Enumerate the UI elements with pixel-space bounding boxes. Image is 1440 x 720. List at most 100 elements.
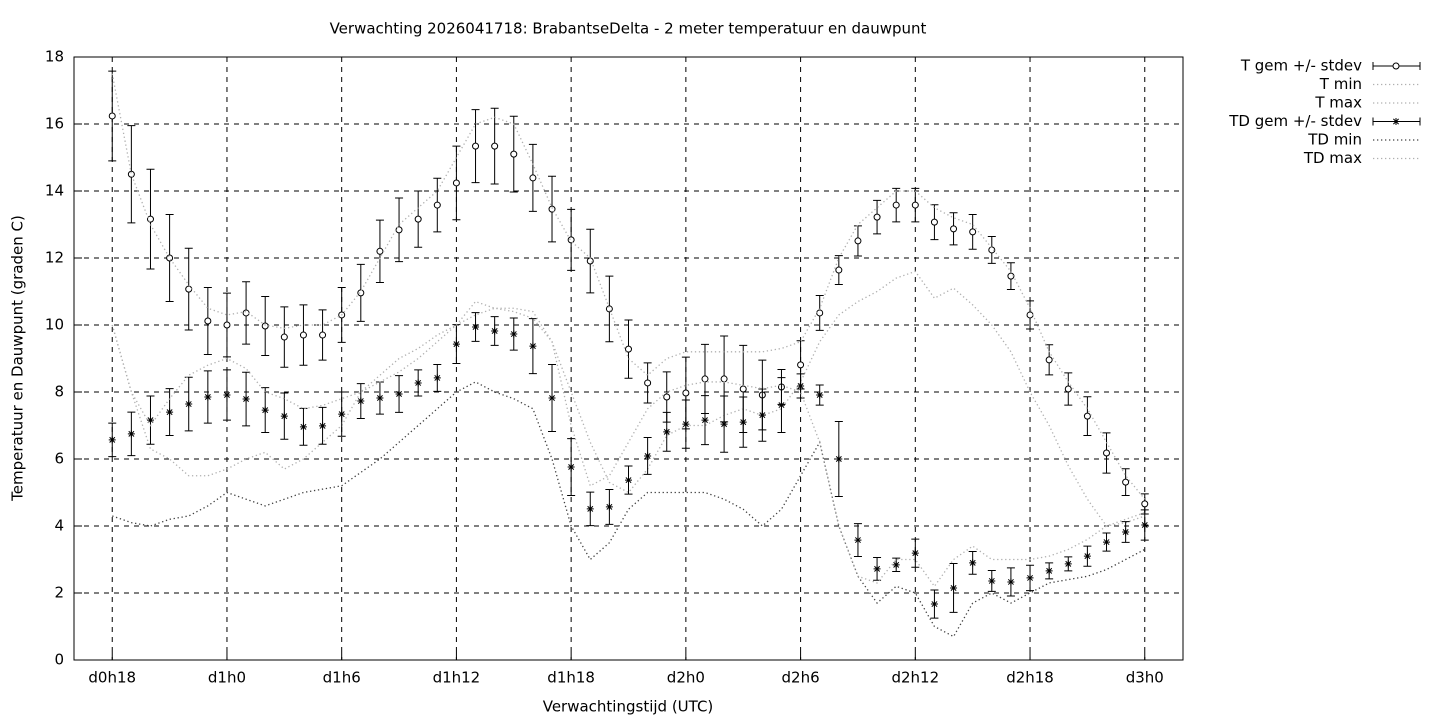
marker <box>777 401 785 409</box>
marker <box>1045 567 1053 575</box>
marker <box>433 374 441 382</box>
y-axis-label: Temperatuur en Dauwpunt (graden C) <box>9 215 27 502</box>
marker <box>185 285 193 293</box>
marker <box>452 179 460 187</box>
marker <box>108 112 116 120</box>
marker <box>548 394 556 402</box>
marker <box>1064 385 1072 393</box>
marker <box>414 215 422 223</box>
legend-marker <box>1392 62 1400 70</box>
marker <box>567 463 575 471</box>
marker <box>376 394 384 402</box>
marker <box>739 418 747 426</box>
marker <box>223 321 231 329</box>
marker <box>357 289 365 297</box>
marker <box>166 254 174 262</box>
marker <box>625 476 632 484</box>
legend-label: T max <box>1314 94 1362 112</box>
x-tick-label: d3h0 <box>1126 669 1164 687</box>
marker <box>663 393 671 401</box>
plot-border <box>73 56 1184 661</box>
marker <box>816 391 824 399</box>
y-tick-label: 10 <box>45 316 64 334</box>
x-tick-label: d1h18 <box>547 669 595 687</box>
marker <box>185 400 193 408</box>
marker <box>892 201 900 209</box>
legend-label: T min <box>1319 75 1362 93</box>
marker <box>242 395 250 403</box>
marker <box>567 236 575 244</box>
x-tick-label: d2h0 <box>667 669 705 687</box>
marker <box>395 390 403 398</box>
marker <box>701 375 709 383</box>
marker <box>644 452 652 460</box>
marker <box>357 397 365 405</box>
marker <box>720 375 728 383</box>
marker <box>280 333 288 341</box>
marker <box>758 411 766 419</box>
marker <box>146 215 154 223</box>
marker <box>529 174 537 182</box>
marker <box>452 340 460 348</box>
marker <box>625 345 632 353</box>
marker <box>701 416 709 424</box>
marker <box>299 423 307 431</box>
marker <box>1026 574 1034 582</box>
marker <box>319 331 327 339</box>
marker <box>548 205 556 213</box>
marker <box>835 266 843 274</box>
marker <box>491 142 499 150</box>
marker <box>280 412 288 420</box>
x-tick-label: d0h18 <box>88 669 136 687</box>
y-tick-label: 16 <box>45 115 64 133</box>
marker <box>127 170 135 178</box>
marker <box>166 408 174 416</box>
marker <box>510 150 518 158</box>
chart-title: Verwachting 2026041718: BrabantseDelta -… <box>330 20 927 38</box>
marker <box>969 559 977 567</box>
marker <box>1026 311 1034 319</box>
line <box>111 73 1146 500</box>
y-tick-label: 2 <box>54 584 64 602</box>
y-tick-label: 8 <box>54 383 64 401</box>
marker <box>605 503 613 511</box>
marker <box>950 225 958 233</box>
marker <box>510 330 518 338</box>
marker <box>682 389 690 397</box>
marker <box>261 406 269 414</box>
y-tick-label: 6 <box>54 450 64 468</box>
marker <box>472 142 480 150</box>
marker <box>644 379 652 387</box>
y-tick-label: 14 <box>45 182 64 200</box>
marker <box>338 410 346 418</box>
marker <box>1141 500 1149 508</box>
marker <box>720 420 728 428</box>
marker <box>242 309 250 317</box>
marker <box>1083 552 1091 560</box>
marker <box>1122 478 1130 486</box>
marker <box>1103 538 1111 546</box>
marker <box>988 577 996 585</box>
x-tick-label: d1h12 <box>433 669 481 687</box>
y-tick-label: 18 <box>45 48 64 66</box>
marker <box>204 317 212 325</box>
marker <box>930 218 938 226</box>
marker <box>1122 528 1130 536</box>
marker <box>1141 521 1149 529</box>
marker <box>414 379 422 387</box>
y-tick-label: 4 <box>54 517 64 535</box>
legend-label: TD min <box>1307 131 1362 149</box>
marker <box>892 561 900 569</box>
marker <box>911 549 919 557</box>
marker <box>261 322 269 330</box>
y-tick-label: 0 <box>54 651 64 669</box>
marker <box>911 201 919 209</box>
marker <box>1045 356 1053 364</box>
marker <box>873 213 881 221</box>
x-tick-label: d1h0 <box>208 669 246 687</box>
marker <box>529 342 537 350</box>
marker <box>797 361 805 369</box>
marker <box>835 455 843 463</box>
